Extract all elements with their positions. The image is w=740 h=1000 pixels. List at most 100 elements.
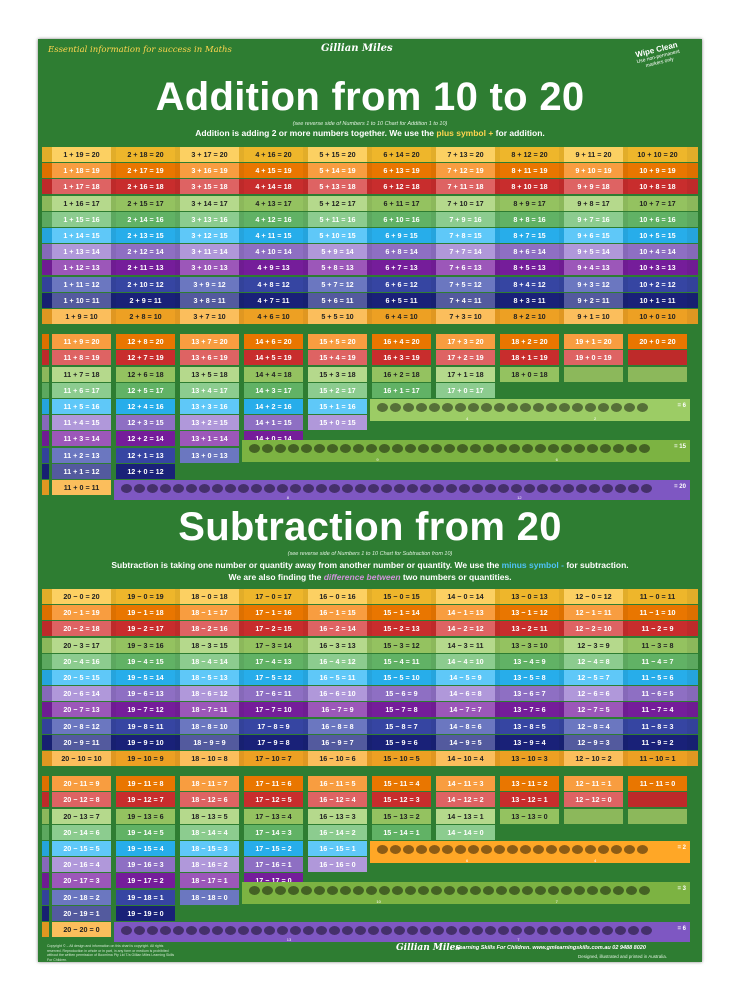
frog-icon: [225, 926, 236, 935]
addition-cell: 11 + 3 = 14: [52, 431, 111, 447]
hedgehog-icon: [611, 845, 622, 855]
bird-icon: [277, 484, 288, 493]
addition-row: 11 + 8 = 19 12 + 7 = 19 13 + 6 = 19 14 + 5 …: [42, 350, 698, 366]
subtraction-desc2-before: We are also finding the: [228, 572, 324, 582]
addition-cell: 8 + 3 = 11: [500, 292, 559, 308]
subtraction-cell: 14 − 3 = 11: [436, 637, 495, 653]
subtraction-row: 20 − 13 = 7 19 − 13 = 6 18 − 13 = 5 17 − 13…: [42, 808, 698, 824]
subtraction-cell: 13 − 11 = 2: [500, 776, 559, 792]
bird-icon: [472, 484, 483, 493]
tagline: Essential information for success in Mat…: [48, 45, 232, 55]
frog-icon: [368, 926, 379, 935]
subtraction-cell: 19 − 6 = 13: [116, 686, 175, 702]
mouse-icon: [457, 885, 468, 895]
subtraction-cell: 15 − 7 = 8: [372, 702, 431, 718]
empty-cell: [564, 366, 623, 382]
subtraction-cell: 19 − 5 = 14: [116, 670, 175, 685]
addition-cell: 7 + 7 = 14: [436, 244, 495, 260]
subtraction-cell: 18 − 15 = 3: [180, 841, 239, 856]
addition-cell: 4 + 16 = 20: [244, 147, 303, 162]
elephant-icon: [301, 443, 312, 453]
addition-cell: 2 + 14 = 16: [116, 211, 175, 227]
elephant-icon: [470, 443, 481, 453]
group-right-count: 4: [594, 858, 597, 864]
subtraction-cell: 15 − 10 = 5: [372, 751, 431, 766]
subtraction-divider: [42, 768, 698, 775]
addition-cell: 14 + 6 = 20: [244, 334, 303, 350]
subtraction-cell: 18 − 1 = 17: [180, 605, 239, 621]
subtraction-cell: 17 − 2 = 15: [244, 621, 303, 637]
addition-cell: 6 + 14 = 20: [372, 147, 431, 162]
mouse-icon: [275, 885, 286, 895]
brand-logo: Gillian Miles: [321, 43, 393, 54]
addition-picture-group: = 20 8 12: [114, 480, 690, 500]
bird-icon: [459, 484, 470, 493]
subtraction-row: 20 − 4 = 16 19 − 4 = 15 18 − 4 = 14 17 − 4 …: [42, 653, 698, 669]
addition-cell: 17 + 1 = 18: [436, 366, 495, 382]
subtraction-cell: 15 − 6 = 9: [372, 686, 431, 702]
subtraction-cell: 20 − 16 = 4: [52, 857, 111, 873]
frog-icon: [511, 926, 522, 935]
group-left-count: 8: [286, 495, 290, 500]
addition-cell: 1 + 14 = 15: [52, 228, 111, 243]
frog-icon: [160, 926, 171, 935]
subtraction-cell: 16 − 0 = 16: [308, 589, 367, 604]
hedgehog-icon: [442, 845, 453, 855]
addition-cell: 4 + 13 = 17: [244, 195, 303, 211]
addition-cell: 5 + 9 = 14: [308, 244, 367, 260]
subtraction-cell: 17 − 14 = 3: [244, 824, 303, 840]
subtraction-cell: 17 − 5 = 12: [244, 670, 303, 685]
addition-cell: 1 + 10 = 11: [52, 292, 111, 308]
addition-note: (see reverse side of Numbers 1 to 10 Cha…: [292, 121, 448, 127]
subtraction-cell: 12 − 3 = 9: [564, 637, 623, 653]
crocodile-icon: [611, 403, 622, 413]
subtraction-row: 20 − 11 = 9 19 − 11 = 8 18 − 11 = 7 17 − 11…: [42, 776, 698, 792]
bird-icon: [433, 484, 444, 493]
subtraction-cell: 13 − 1 = 12: [500, 605, 559, 621]
frog-icon: [407, 926, 418, 935]
mouse-icon: [535, 885, 546, 895]
addition-cell: 7 + 8 = 15: [436, 228, 495, 243]
bird-icon: [407, 484, 418, 493]
subtraction-cell: 20 − 19 = 1: [52, 905, 111, 921]
frog-icon: [264, 926, 275, 935]
subtraction-picture-group: = 2 6 4: [370, 841, 690, 864]
frog-icon: [303, 926, 314, 935]
elephant-icon: [548, 443, 559, 453]
addition-cell: 6 + 8 = 14: [372, 244, 431, 260]
subtraction-cell: 14 − 4 = 10: [436, 653, 495, 669]
subtraction-cell: 19 − 9 = 10: [116, 734, 175, 750]
addition-cell: 20 + 0 = 20: [628, 334, 687, 350]
subtraction-cell: 18 − 18 = 0: [180, 889, 239, 905]
elephant-icon: [444, 443, 455, 453]
subtraction-cell: 19 − 8 = 11: [116, 718, 175, 734]
addition-cell: 12 + 0 = 12: [116, 463, 175, 479]
elephant-icon: [600, 443, 611, 453]
plus-symbol-text: plus symbol +: [436, 128, 494, 138]
hedgehog-icon: [481, 845, 492, 855]
subtraction-cell: 13 − 6 = 7: [500, 686, 559, 702]
subtraction-cell: 16 − 4 = 12: [308, 653, 367, 669]
subtraction-cell: 19 − 17 = 2: [116, 873, 175, 889]
addition-row: 11 + 9 = 20 12 + 8 = 20 13 + 7 = 20 14 + 6 …: [42, 334, 698, 350]
elephant-icon: [340, 443, 351, 453]
addition-cell: 10 + 3 = 13: [628, 260, 687, 276]
subtraction-description-1: Subtraction is taking one number or quan…: [38, 559, 702, 571]
subtraction-cell: 11 − 5 = 6: [628, 670, 687, 685]
subtraction-cell: 15 − 2 = 13: [372, 621, 431, 637]
subtraction-cell: 14 − 1 = 13: [436, 605, 495, 621]
addition-cell: 12 + 3 = 15: [116, 415, 175, 431]
subtraction-cell: 18 − 17 = 1: [180, 873, 239, 889]
subtraction-row: 20 − 5 = 15 19 − 5 = 14 18 − 5 = 13 17 − 5 …: [42, 670, 698, 685]
frog-icon: [433, 926, 444, 935]
crocodile-icon: [637, 403, 648, 413]
addition-row: 1 + 13 = 14 2 + 12 = 14 3 + 11 = 14 4 + 10 …: [42, 244, 698, 260]
addition-cell: 9 + 11 = 20: [564, 147, 623, 162]
hedgehog-icon: [377, 845, 388, 855]
group-total: = 15: [674, 443, 686, 450]
row-edge: [42, 857, 49, 873]
addition-cell: 4 + 11 = 15: [244, 228, 303, 243]
addition-cell: 18 + 1 = 19: [500, 350, 559, 366]
addition-cell: 3 + 11 = 14: [180, 244, 239, 260]
subtraction-cell: 11 − 0 = 11: [628, 589, 687, 604]
